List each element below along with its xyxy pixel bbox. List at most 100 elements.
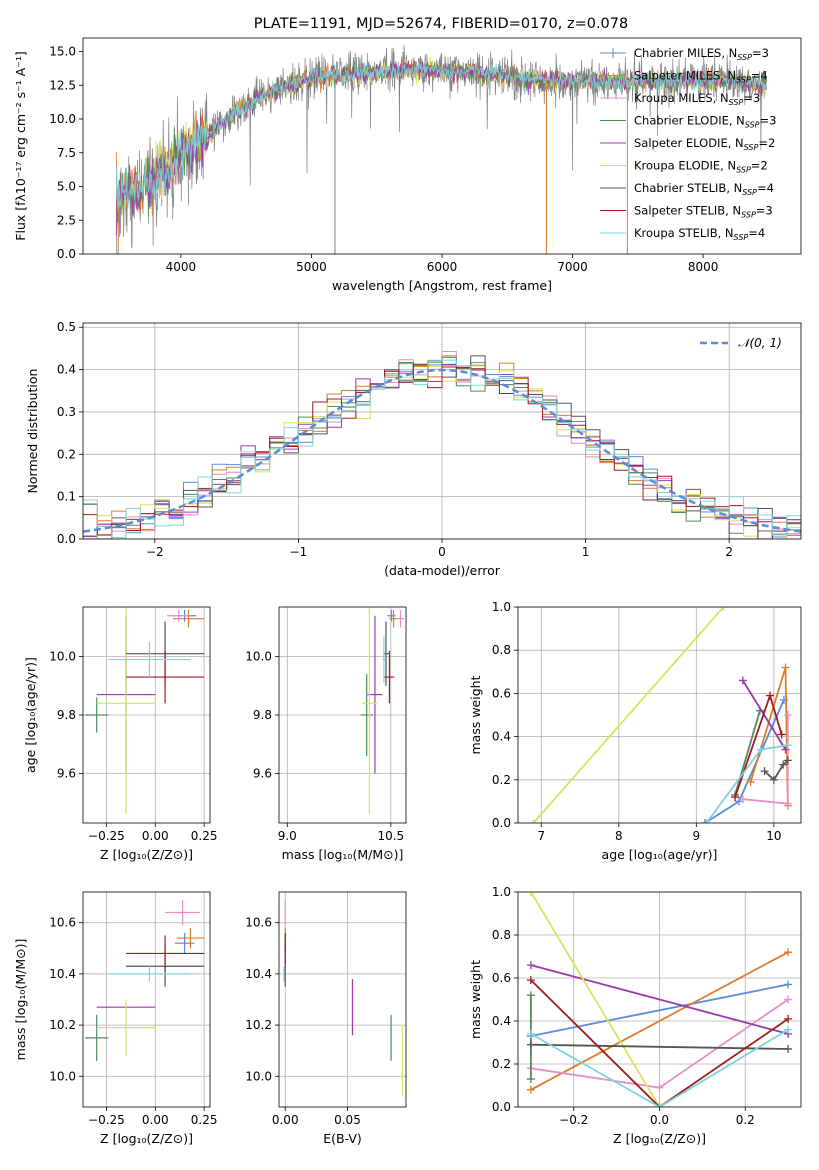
weight-marker: [738, 676, 747, 685]
x-axis-label: E(B-V): [323, 1131, 362, 1146]
model-fit-line: [115, 61, 767, 211]
y-tick-label: 7.5: [57, 146, 76, 160]
y-tick-label: 0.5: [57, 320, 76, 334]
weight-marker: [526, 1075, 535, 1084]
weight-marker: [756, 745, 765, 754]
x-tick-label: −1: [290, 545, 308, 559]
weight-marker: [781, 745, 790, 754]
x-tick-label: −2: [146, 545, 164, 559]
axes-frame: [82, 891, 211, 1108]
y-tick-label: 10.0: [245, 650, 272, 664]
legend-entry: Chabrier STELIB, NSSP=4: [634, 181, 774, 197]
y-tick-label: 0.8: [492, 643, 511, 657]
weight-line: [763, 759, 789, 782]
y-tick-label: 0.6: [492, 971, 511, 985]
weight-marker: [784, 1044, 793, 1053]
weight-marker: [769, 775, 778, 784]
weight-marker: [655, 1083, 664, 1092]
y-tick-label: 10.0: [49, 650, 76, 664]
legend-entry: 𝒩(0, 1): [738, 336, 782, 350]
y-axis-label: Normed distribution: [25, 369, 40, 494]
axes-frame: [278, 606, 407, 824]
y-tick-label: 15.0: [49, 45, 76, 59]
legend-entry: Kroupa STELIB, NSSP=4: [634, 226, 765, 242]
axes-frame: [82, 606, 211, 824]
weight-line: [530, 979, 789, 1107]
x-tick-label: 9.0: [278, 829, 297, 843]
y-tick-label: 10.2: [49, 1018, 76, 1032]
x-tick-label: 8: [615, 829, 623, 843]
y-tick-label: 9.6: [253, 766, 272, 780]
weight-marker: [526, 1029, 535, 1038]
x-axis-label: age [log₁₀(age/yr)]: [602, 847, 718, 862]
weight-marker: [526, 1085, 535, 1094]
y-tick-label: 0.2: [492, 1057, 511, 1071]
panel-weight_vs_age: 7 8 9 10 0.0 0.2 0.4 0.6 0.8 1.0 age [log₁₀(age/yr…: [468, 600, 802, 862]
weight-marker: [526, 961, 535, 970]
x-tick-label: 6000: [427, 260, 458, 274]
y-tick-label: 0.2: [57, 447, 76, 461]
weight-marker: [783, 741, 792, 750]
y-tick-label: 5.0: [57, 180, 76, 194]
y-axis-label: mass [log₁₀(M/M⊙)]: [13, 939, 28, 1061]
weight-marker: [526, 1040, 535, 1049]
x-tick-label: 0.2: [736, 1113, 755, 1127]
legend-entry: Salpeter ELODIE, NSSP=2: [634, 136, 775, 152]
y-tick-label: 0.0: [492, 1100, 511, 1114]
axes-frame: [82, 322, 802, 540]
weight-marker: [702, 819, 711, 823]
weight-marker: [529, 819, 538, 823]
x-tick-label: 0: [438, 545, 446, 559]
panel-mass_vs_ebv: 0.00 0.05 10.0 10.2 10.4 10.6 E(B-V): [245, 891, 407, 1146]
weight-marker: [783, 799, 792, 808]
y-tick-label: 1.0: [492, 600, 511, 614]
y-tick-label: 12.5: [49, 78, 76, 92]
weight-line: [530, 983, 789, 1037]
y-tick-label: 10.6: [245, 916, 272, 930]
residual-histogram: [83, 359, 801, 539]
y-tick-label: 10.4: [245, 967, 272, 981]
panel-age_vs_mass: 9.0 10.5 9.6 9.8 10.0 mass [log₁₀(M/M⊙)]: [245, 606, 407, 862]
x-tick-label: 0.00: [142, 1113, 169, 1127]
axes-frame: [517, 891, 802, 1108]
y-tick-label: 0.1: [57, 490, 76, 504]
weight-marker: [784, 1025, 793, 1034]
weight-marker: [526, 991, 535, 1000]
plot-area: [518, 892, 801, 1107]
legend-entry: Salpeter MILES, NSSP=4: [634, 69, 768, 85]
y-tick-label: 10.0: [245, 1069, 272, 1083]
y-tick-label: 10.0: [49, 112, 76, 126]
x-tick-label: 0.05: [334, 1113, 361, 1127]
weight-marker: [779, 760, 788, 769]
normal-curve: [83, 368, 801, 533]
weight-marker: [526, 892, 535, 896]
y-axis-label: Flux [fλ10⁻¹⁷ erg cm⁻² s⁻¹ A⁻¹]: [13, 51, 28, 240]
y-tick-label: 0.0: [57, 247, 76, 261]
y-tick-label: 0.0: [492, 816, 511, 830]
weight-marker: [784, 980, 793, 989]
weight-line: [530, 964, 789, 1035]
y-tick-label: 0.0: [57, 532, 76, 546]
x-tick-label: 0.25: [191, 1113, 218, 1127]
weight-marker: [777, 730, 786, 739]
legend-entry: Chabrier ELODIE, NSSP=3: [634, 114, 776, 130]
y-tick-label: 10.0: [49, 1069, 76, 1083]
y-tick-label: 10.2: [245, 1018, 272, 1032]
weight-marker: [784, 1014, 793, 1023]
panel-weight_vs_Z: −0.2 0.0 0.2 0.0 0.2 0.4 0.6 0.8 1.0 Z [log₁₀(Z/Z…: [468, 885, 802, 1146]
y-axis-label: mass weight: [468, 675, 483, 754]
axes-frame: [278, 891, 407, 1108]
x-tick-label: 0.25: [191, 829, 218, 843]
weight-marker: [783, 756, 792, 765]
figure-title: PLATE=1191, MJD=52674, FIBERID=0170, z=0…: [254, 16, 628, 32]
weight-marker: [526, 976, 535, 985]
weight-marker: [655, 1103, 664, 1107]
x-axis-label: mass [log₁₀(M/M⊙)]: [282, 847, 404, 862]
weight-marker: [738, 795, 747, 804]
y-tick-label: 0.6: [492, 686, 511, 700]
y-axis-label: age [log₁₀(age/yr)]: [23, 657, 38, 773]
plot-area: [115, 44, 768, 254]
y-tick-label: 9.6: [57, 766, 76, 780]
weight-marker: [784, 948, 793, 957]
x-axis-label: (data-model)/error: [384, 563, 501, 578]
